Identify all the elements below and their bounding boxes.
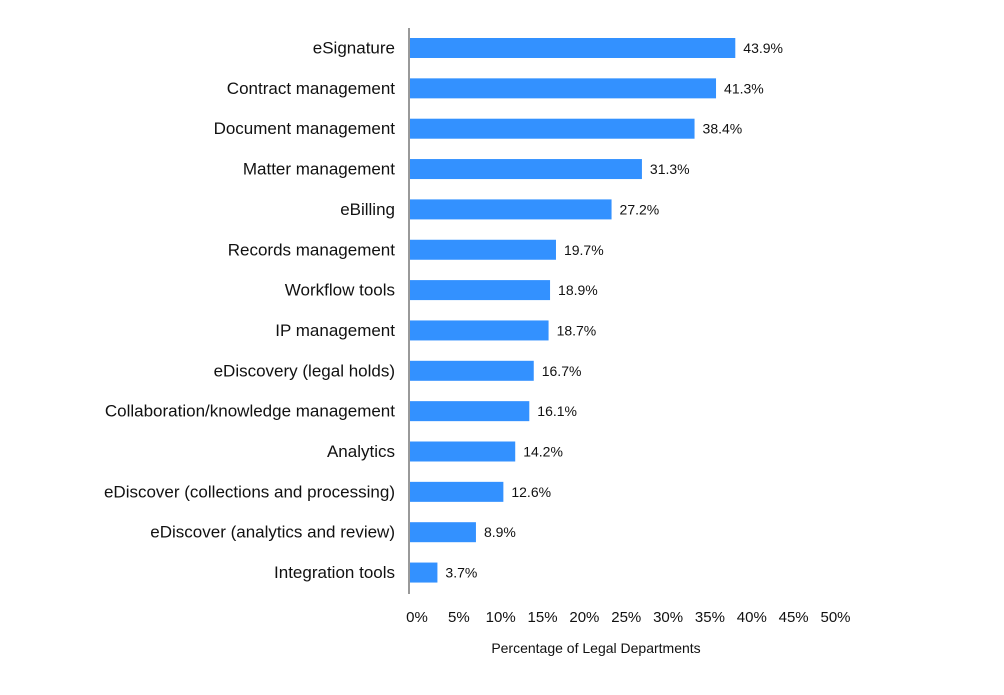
data-label: 16.7% xyxy=(542,363,582,379)
category-label: eDiscover (collections and processing) xyxy=(104,482,395,501)
category-label: eDiscover (analytics and review) xyxy=(150,523,395,542)
bar xyxy=(410,522,476,543)
x-tick-label: 5% xyxy=(448,609,470,626)
bar xyxy=(410,441,516,462)
bar xyxy=(410,159,642,180)
data-label: 8.9% xyxy=(484,524,516,540)
category-label: eSignature xyxy=(313,39,395,58)
x-tick-label: 10% xyxy=(486,609,516,626)
data-label: 14.2% xyxy=(523,444,563,460)
data-label: 43.9% xyxy=(743,40,783,56)
value-labels-group: 43.9% 41.3% 38.4% 31.3% 27.2% 19.7% 18.9% 18.7%… xyxy=(445,40,783,581)
category-label: Collaboration/knowledge management xyxy=(105,402,395,421)
x-tick-label: 30% xyxy=(653,609,683,626)
data-label: 18.9% xyxy=(558,282,598,298)
data-label: 38.4% xyxy=(703,121,743,137)
bar xyxy=(410,320,549,341)
x-tick-label: 20% xyxy=(569,609,599,626)
category-label: Analytics xyxy=(327,442,395,461)
bar xyxy=(410,401,530,422)
category-label: eBilling xyxy=(340,200,395,219)
data-label: 41.3% xyxy=(724,80,764,96)
data-label: 19.7% xyxy=(564,242,604,258)
x-tick-label: 25% xyxy=(611,609,641,626)
category-label: Workflow tools xyxy=(285,281,395,300)
x-axis-title: Percentage of Legal Departments xyxy=(491,640,700,656)
data-label: 16.1% xyxy=(537,403,577,419)
x-tick-label: 0% xyxy=(406,609,428,626)
data-label: 18.7% xyxy=(557,322,597,338)
bar xyxy=(410,280,551,301)
bar xyxy=(410,118,695,139)
bar xyxy=(410,38,736,58)
bar xyxy=(410,199,612,220)
x-tick-label: 35% xyxy=(695,609,725,626)
category-labels-group: eSignature Contract management Document ma… xyxy=(104,39,395,583)
bars-group xyxy=(410,38,736,583)
bar xyxy=(410,360,534,381)
category-label: Integration tools xyxy=(274,563,395,582)
data-label: 3.7% xyxy=(445,565,477,581)
bar xyxy=(410,562,438,583)
category-label: Matter management xyxy=(243,160,395,179)
category-label: Contract management xyxy=(227,79,395,98)
x-tick-label: 50% xyxy=(820,609,850,626)
x-tick-label: 40% xyxy=(737,609,767,626)
category-label: Document management xyxy=(214,119,396,138)
bar xyxy=(410,481,504,502)
category-label: Records management xyxy=(228,240,396,259)
bar xyxy=(410,239,556,260)
data-label: 12.6% xyxy=(511,484,551,500)
data-label: 27.2% xyxy=(620,201,660,217)
category-label: IP management xyxy=(275,321,395,340)
x-tick-labels-group: 0% 5% 10% 15% 20% 25% 30% 35% 40% 45% 50% xyxy=(406,609,850,626)
data-label: 31.3% xyxy=(650,161,690,177)
x-tick-label: 15% xyxy=(528,609,558,626)
x-tick-label: 45% xyxy=(779,609,809,626)
bar xyxy=(410,78,717,99)
category-label: eDiscovery (legal holds) xyxy=(214,361,395,380)
